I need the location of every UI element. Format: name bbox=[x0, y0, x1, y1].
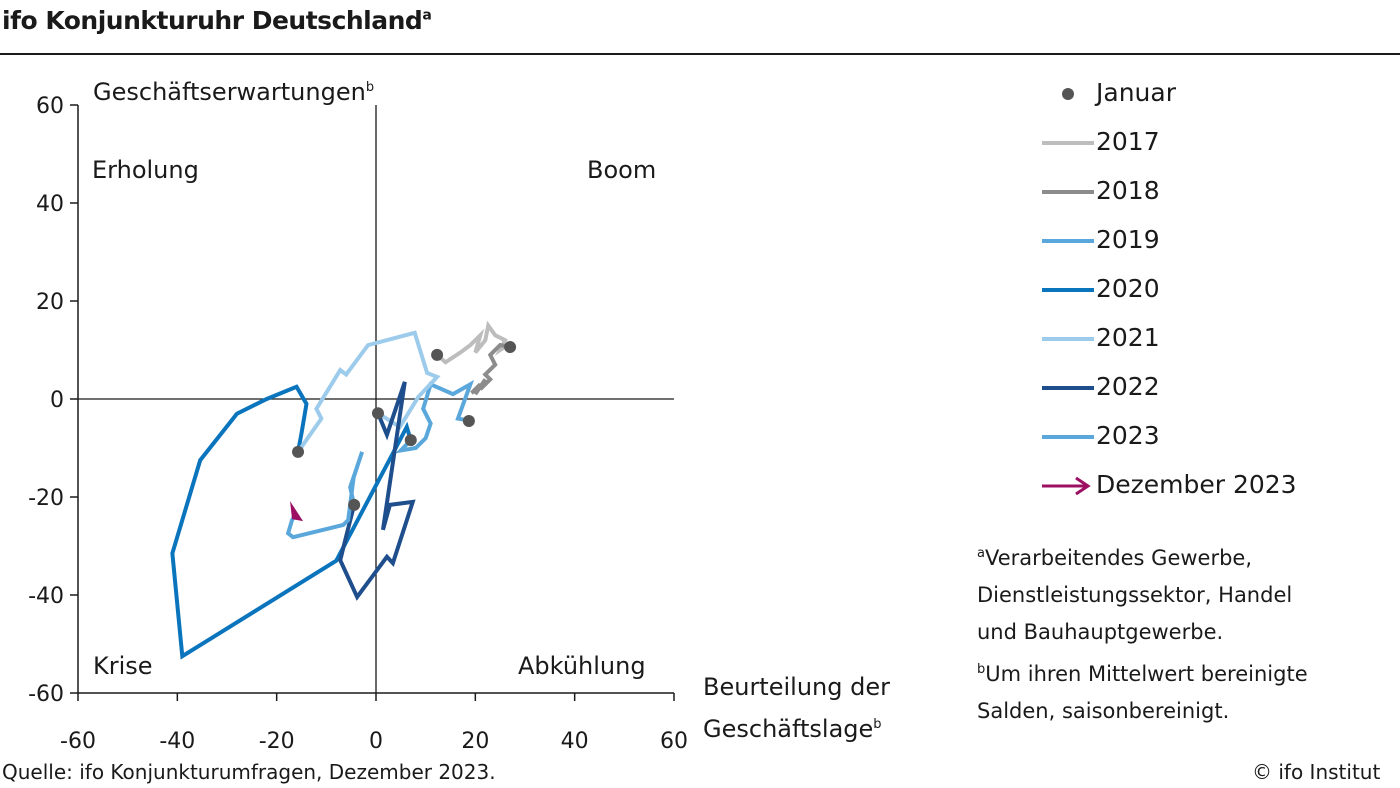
legend-label: 2017 bbox=[1096, 127, 1160, 156]
legend-item: 2018 bbox=[1040, 176, 1160, 207]
legend-arrow-head bbox=[1075, 476, 1091, 496]
january-point bbox=[462, 415, 475, 428]
january-point bbox=[431, 348, 444, 361]
december-2023-arrowhead bbox=[290, 501, 304, 522]
january-point bbox=[504, 341, 517, 354]
x-tick-label: 60 bbox=[660, 729, 688, 754]
x-axis-label-marker: b bbox=[873, 717, 882, 732]
quadrant-boom: Boom bbox=[587, 156, 657, 184]
chart-title: ifo Konjunkturuhr Deutschlanda bbox=[2, 6, 432, 35]
legend-label: 2023 bbox=[1096, 421, 1160, 450]
series-line-2022 bbox=[338, 381, 416, 601]
x-axis-label-text: Geschäftslage bbox=[703, 715, 874, 743]
y-axis-label-text: Geschäftserwartungen bbox=[93, 78, 366, 106]
legend-item: Januar bbox=[1040, 78, 1176, 109]
legend-label: 2022 bbox=[1096, 372, 1160, 401]
quadrant-krise: Krise bbox=[93, 652, 153, 680]
legend-line-icon bbox=[1042, 288, 1094, 292]
x-tick-label: -40 bbox=[159, 729, 195, 754]
footnote-a-line: Verarbeitendes Gewerbe, bbox=[984, 546, 1253, 570]
title-text: ifo Konjunkturuhr Deutschland bbox=[2, 6, 423, 35]
y-tick-label: 20 bbox=[36, 290, 64, 315]
legend-line-icon bbox=[1042, 239, 1094, 243]
series-line-2023 bbox=[285, 451, 364, 540]
y-tick-label: 0 bbox=[50, 388, 64, 413]
legend-arrow-icon bbox=[1042, 476, 1091, 496]
legend-line-icon bbox=[1042, 190, 1094, 194]
x-tick-label: 0 bbox=[369, 729, 383, 754]
y-tick-label: -20 bbox=[28, 486, 64, 511]
footnote-a-line: Dienstleistungssektor, Handel bbox=[977, 583, 1293, 607]
quadrant-abkuehlung: Abkühlung bbox=[518, 652, 646, 680]
legend-label: 2019 bbox=[1096, 225, 1160, 254]
legend-item: 2021 bbox=[1040, 323, 1160, 354]
january-point bbox=[404, 434, 417, 447]
legend-item: 2023 bbox=[1040, 421, 1160, 452]
y-tick-label: -60 bbox=[28, 682, 64, 707]
y-axis-label: Geschäftserwartungenb bbox=[93, 78, 374, 106]
footnote-b-marker: b bbox=[977, 662, 986, 677]
series-line-2020 bbox=[170, 384, 413, 660]
series-line-2017 bbox=[435, 320, 509, 365]
y-tick-label: -40 bbox=[28, 584, 64, 609]
footnote-a-marker: a bbox=[977, 546, 985, 561]
footnote-a: aVerarbeitendes Gewerbe, bbox=[977, 535, 1308, 577]
january-point bbox=[371, 407, 384, 420]
title-divider bbox=[0, 53, 1400, 55]
x-tick-label: -20 bbox=[259, 729, 295, 754]
footnote-b: bUm ihren Mittelwert bereinigte bbox=[977, 651, 1308, 693]
legend-item: 2017 bbox=[1040, 127, 1160, 158]
x-tick-label: 20 bbox=[461, 729, 489, 754]
legend-label: Dezember 2023 bbox=[1096, 470, 1297, 499]
legend-item: 2020 bbox=[1040, 274, 1160, 305]
quadrant-erholung: Erholung bbox=[92, 156, 199, 184]
legend-dot bbox=[1062, 88, 1074, 100]
legend-item: Dezember 2023 bbox=[1040, 470, 1297, 501]
series-line-2018 bbox=[470, 342, 511, 396]
legend-item: 2019 bbox=[1040, 225, 1160, 256]
legend-label: 2021 bbox=[1096, 323, 1160, 352]
legend-dot-icon bbox=[1062, 88, 1074, 100]
series-line-2019 bbox=[395, 379, 475, 454]
title-footnote-marker: a bbox=[422, 7, 432, 24]
legend-line-icon bbox=[1042, 386, 1094, 390]
y-axis-label-marker: b bbox=[365, 80, 375, 95]
legend-line-icon bbox=[1042, 435, 1094, 439]
x-axis-label-line1: Beurteilung der bbox=[703, 673, 890, 701]
legend-line-icon bbox=[1042, 141, 1094, 145]
january-point bbox=[292, 445, 305, 458]
january-point bbox=[348, 498, 361, 511]
footnote-b-line: Salden, saisonbereinigt. bbox=[977, 699, 1230, 723]
x-tick-label: 40 bbox=[561, 729, 589, 754]
y-tick-label: 60 bbox=[36, 94, 64, 119]
legend-line-icon bbox=[1042, 337, 1094, 341]
legend-label: 2018 bbox=[1096, 176, 1160, 205]
legend-label: 2020 bbox=[1096, 274, 1160, 303]
x-tick-label: -60 bbox=[60, 729, 96, 754]
legend-label: Januar bbox=[1096, 78, 1176, 107]
legend-item: 2022 bbox=[1040, 372, 1160, 403]
source-note: Quelle: ifo Konjunkturumfragen, Dezember… bbox=[2, 760, 496, 784]
series-line-2021 bbox=[296, 330, 441, 454]
x-axis-label-line2: Geschäftslageb bbox=[703, 715, 882, 743]
footnote-b-line: Um ihren Mittelwert bereinigte bbox=[985, 662, 1308, 686]
y-tick-label: 40 bbox=[36, 192, 64, 217]
copyright: © ifo Institut bbox=[1252, 760, 1381, 784]
footnotes: aVerarbeitendes Gewerbe, Dienstleistungs… bbox=[977, 535, 1308, 730]
footnote-a-line: und Bauhauptgewerbe. bbox=[977, 620, 1224, 644]
